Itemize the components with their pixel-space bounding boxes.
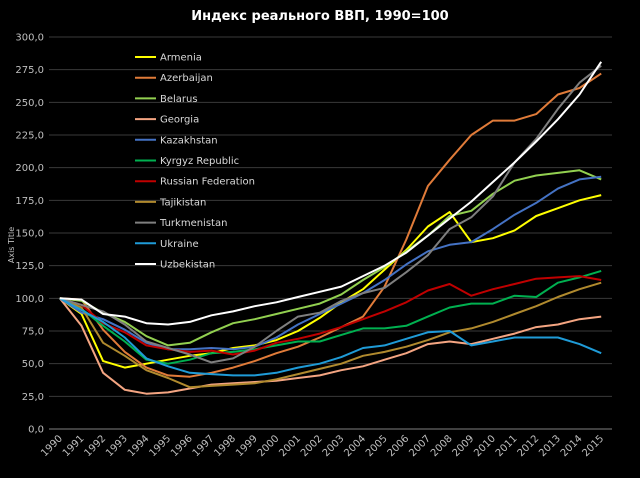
legend-label: Russian Federation	[160, 177, 255, 188]
y-tick-label: 250,0	[15, 98, 44, 109]
y-tick-label: 300,0	[15, 33, 44, 44]
y-tick-label: 0,0	[28, 425, 44, 436]
series-line	[59, 281, 602, 389]
legend-label: Ukraine	[160, 239, 199, 250]
series-line	[59, 175, 602, 351]
series-line	[59, 72, 602, 378]
y-tick-label: 75,0	[22, 327, 44, 338]
legend-label: Kazakhstan	[160, 135, 218, 146]
y-tick-label: 125,0	[15, 261, 44, 272]
legend-label: Belarus	[160, 94, 198, 105]
y-tick-label: 100,0	[15, 294, 44, 305]
y-tick-label: 150,0	[15, 229, 44, 240]
legend-label: Turkmenistan	[159, 218, 227, 229]
legend-label: Azerbaijan	[160, 73, 213, 84]
y-tick-label: 200,0	[15, 163, 44, 174]
series-line	[59, 194, 602, 369]
y-tick-label: 50,0	[22, 359, 44, 370]
gridlines	[49, 36, 612, 430]
y-axis-label: Axis Title	[7, 227, 16, 263]
y-tick-label: 25,0	[22, 392, 44, 403]
legend-label: Tajikistan	[159, 197, 206, 208]
series-line	[59, 275, 602, 356]
series-line	[59, 297, 602, 395]
y-tick-label: 275,0	[15, 65, 44, 76]
series-line	[59, 297, 602, 377]
series-line	[59, 61, 603, 326]
legend-label: Georgia	[160, 115, 199, 126]
y-axis-ticks: 0,0 25,0 50,0 75,0 100,0 125,0 150,0 175,0 200,0…	[15, 33, 44, 436]
legend-label: Armenia	[160, 53, 202, 64]
legend-label: Kyrgyz Republic	[160, 156, 239, 167]
chart-title: Индекс реального ВВП, 1990=100	[191, 9, 448, 24]
series-line	[59, 169, 602, 347]
y-tick-label: 175,0	[15, 196, 44, 207]
y-tick-label: 225,0	[15, 131, 44, 142]
legend: Armenia Azerbaijan Belarus Georgia Kazakhsta…	[135, 53, 255, 271]
series-line	[59, 64, 602, 364]
legend-label: Uzbekistan	[160, 260, 215, 271]
series-lines	[59, 61, 603, 395]
